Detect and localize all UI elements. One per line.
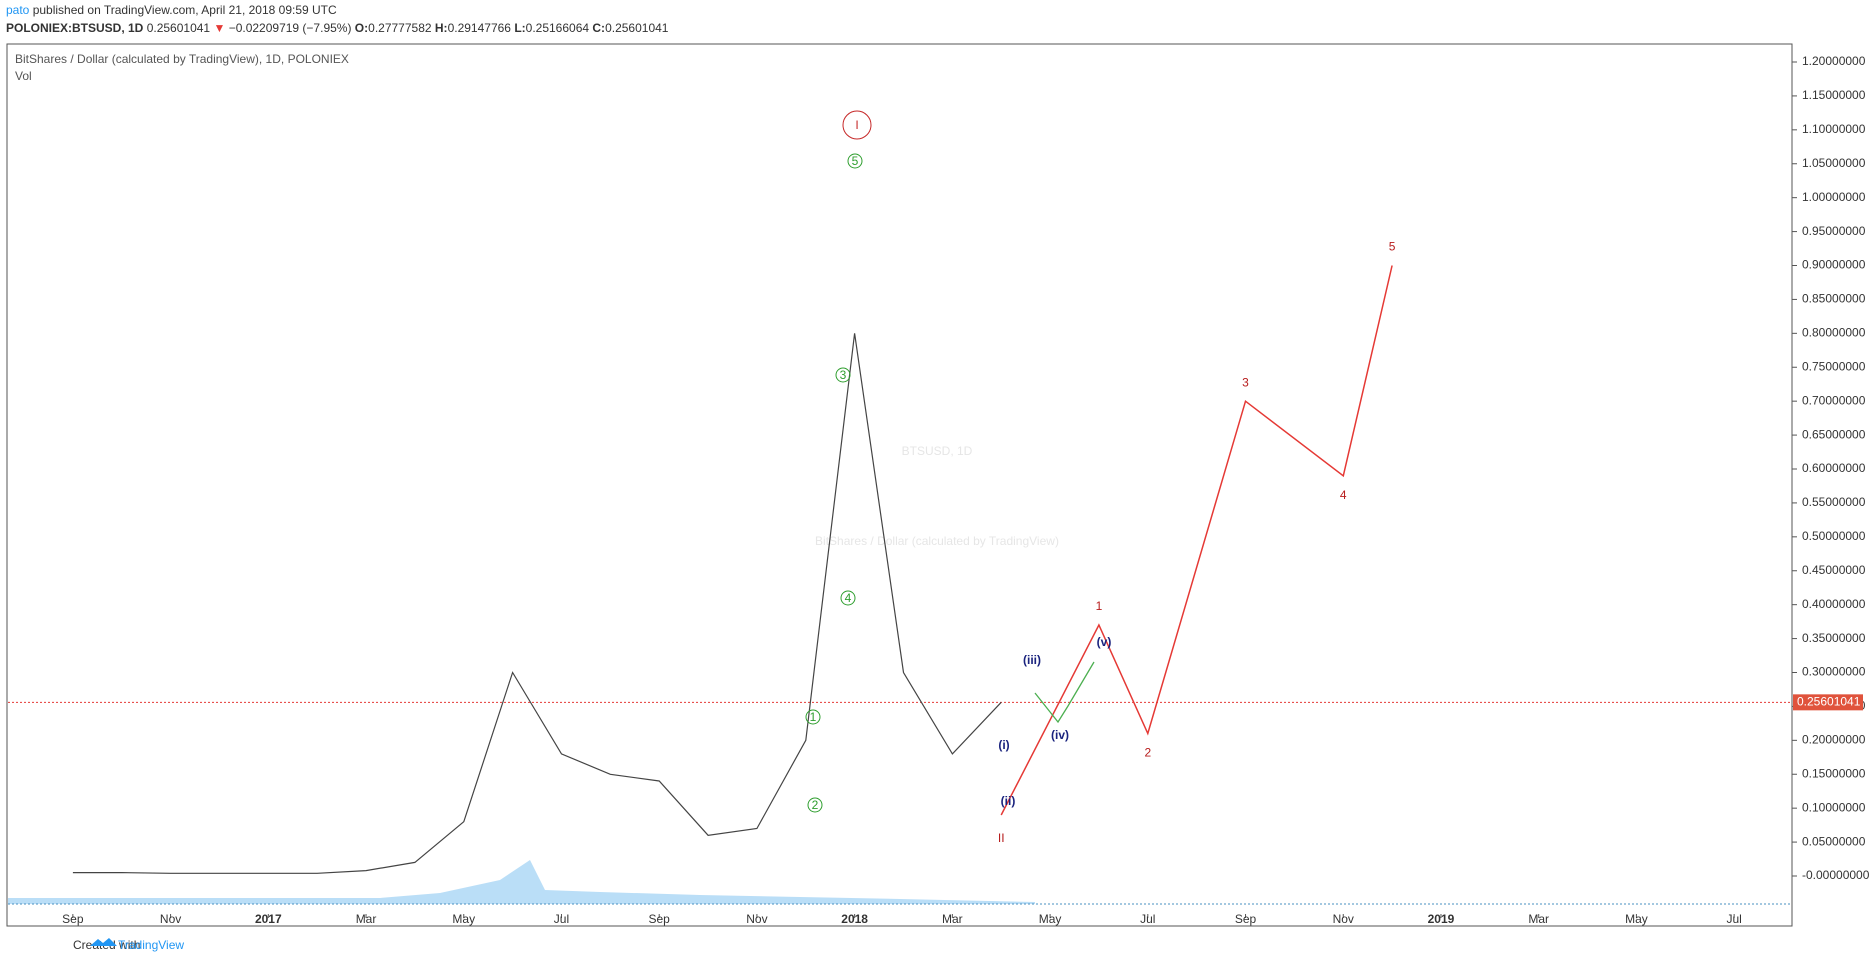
y-tick-label: 0.15000000 [1802, 766, 1866, 780]
x-tick-label: Nov [160, 912, 181, 926]
x-tick-label: Sep [62, 912, 84, 926]
c-label: C: [592, 21, 605, 35]
wave-label: (iii) [1023, 653, 1041, 667]
last: 0.25601041 [147, 21, 211, 35]
footer-brand[interactable]: TradingView [118, 938, 184, 952]
volume-area [8, 860, 1035, 904]
x-tick-label: May [1039, 912, 1062, 926]
wave-label: 4 [1340, 488, 1347, 502]
change: −0.02209719 (−7.95%) [229, 21, 352, 35]
wave-circle [842, 110, 872, 140]
x-tick-label: 2018 [841, 912, 868, 926]
wave-circle [847, 153, 863, 169]
arrow: ▼ [213, 21, 225, 35]
x-tick-label: Mar [356, 912, 377, 926]
x-tick-label: Jul [1726, 912, 1741, 926]
y-tick-label: 0.20000000 [1802, 733, 1866, 747]
y-tick-label: 0.65000000 [1802, 427, 1866, 441]
x-tick-label: May [1625, 912, 1648, 926]
x-tick-label: Mar [942, 912, 963, 926]
wave-label: (i) [998, 738, 1009, 752]
wave-circle [835, 367, 851, 383]
y-tick-label: 0.55000000 [1802, 495, 1866, 509]
y-tick-label: 0.10000000 [1802, 800, 1866, 814]
l: 0.25166064 [526, 21, 590, 35]
wave-circle [805, 709, 821, 725]
price-line [72, 333, 1002, 874]
x-tick-label: Nov [1333, 912, 1354, 926]
wave-label: I [855, 118, 858, 132]
brand-logo [90, 938, 117, 946]
y-tick-label: 1.00000000 [1802, 190, 1866, 204]
x-tick-label: Nov [746, 912, 767, 926]
y-tick-label: 0.80000000 [1802, 326, 1866, 340]
o-label: O: [355, 21, 368, 35]
x-tick-label: Jul [554, 912, 569, 926]
y-tick-label: 0.60000000 [1802, 461, 1866, 475]
y-tick-label: 1.05000000 [1802, 156, 1866, 170]
volume-label: Vol [15, 69, 32, 83]
y-tick-label: 0.70000000 [1802, 393, 1866, 407]
header-line: pato published on TradingView.com, April… [6, 3, 337, 17]
wave-circle [807, 797, 823, 813]
y-tick-label: -0.00000000 [1802, 868, 1870, 882]
user[interactable]: pato [6, 3, 30, 17]
y-tick-label: 0.50000000 [1802, 529, 1866, 543]
published: published on TradingView.com, April 21, … [33, 3, 337, 17]
wave-label: 2 [812, 798, 819, 812]
y-tick-label: 0.95000000 [1802, 224, 1866, 238]
y-tick-label: 0.90000000 [1802, 258, 1866, 272]
wave-label: (ii) [1001, 794, 1016, 808]
x-tick-label: Sep [649, 912, 671, 926]
y-tick-label: 1.15000000 [1802, 88, 1866, 102]
wave-label: 1 [1096, 599, 1103, 613]
l-label: L: [514, 21, 525, 35]
o: 0.27777582 [368, 21, 432, 35]
y-tick-label: 0.30000000 [1802, 665, 1866, 679]
ohlc-line: POLONIEX:BTSUSD, 1D 0.25601041 ▼ −0.0220… [6, 21, 669, 35]
wave-label: 1 [810, 710, 817, 724]
x-tick-label: 2019 [1428, 912, 1455, 926]
c: 0.25601041 [605, 21, 669, 35]
wave-label: (iv) [1051, 728, 1069, 742]
wave-label: 2 [1144, 746, 1151, 760]
y-tick-label: 0.35000000 [1802, 631, 1866, 645]
y-tick-label: 1.20000000 [1802, 54, 1866, 68]
symbol: POLONIEX:BTSUSD, 1D [6, 21, 144, 35]
y-tick-label: 0.40000000 [1802, 597, 1866, 611]
y-tick-label: 1.10000000 [1802, 122, 1866, 136]
wave-label: 3 [840, 368, 847, 382]
wave-label: 5 [1389, 240, 1396, 254]
x-tick-label: May [452, 912, 475, 926]
wave-label: 5 [852, 154, 859, 168]
wave-label: 4 [845, 591, 852, 605]
wave-circle [840, 590, 856, 606]
subwave-arrow [1034, 661, 1095, 724]
x-tick-label: 2017 [255, 912, 282, 926]
h: 0.29147766 [448, 21, 512, 35]
watermark-sub: BitShares / Dollar (calculated by Tradin… [815, 534, 1059, 548]
price-line [1000, 265, 1393, 816]
y-tick-label: 0.45000000 [1802, 563, 1866, 577]
wave-label: 3 [1242, 375, 1249, 389]
y-tick-label: 0.75000000 [1802, 359, 1866, 373]
last-price-label: 0.25601041 [1797, 695, 1861, 709]
legend-title: BitShares / Dollar (calculated by Tradin… [15, 52, 349, 66]
x-tick-label: Mar [1528, 912, 1549, 926]
x-tick-label: Sep [1235, 912, 1257, 926]
wave-label: II [998, 831, 1005, 845]
wave-label: (v) [1097, 635, 1112, 649]
x-tick-label: Jul [1140, 912, 1155, 926]
h-label: H: [435, 21, 448, 35]
last-price-box [1793, 694, 1863, 711]
y-tick-label: 0.85000000 [1802, 292, 1866, 306]
y-tick-label: 0.05000000 [1802, 834, 1866, 848]
watermark: BTSUSD, 1D [902, 444, 973, 458]
